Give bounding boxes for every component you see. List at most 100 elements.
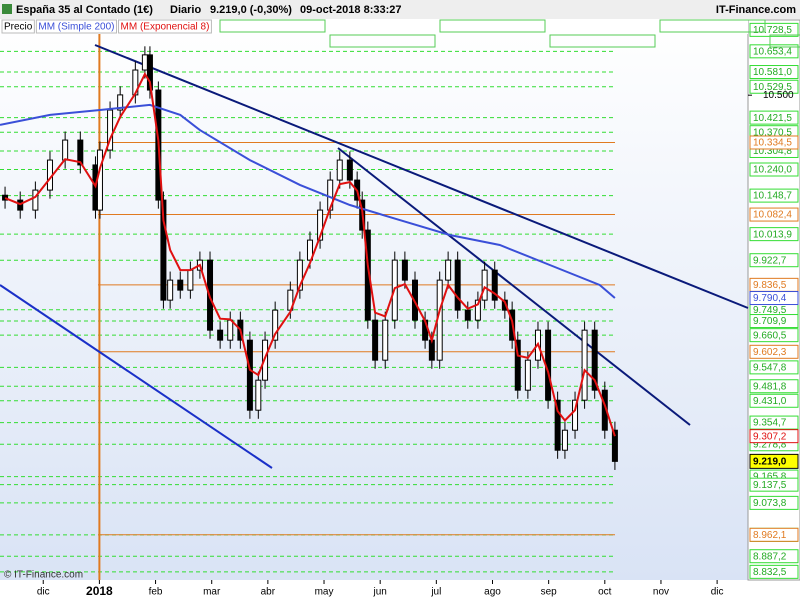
price-label-box	[749, 564, 799, 579]
candle-body	[146, 54, 153, 91]
price-label: 10.529,5	[753, 82, 792, 93]
price-label: 10.082,4	[753, 210, 792, 221]
candle-body	[611, 429, 618, 462]
legend-entry: Precio	[4, 22, 33, 33]
price-label: 8.832,5	[753, 567, 787, 578]
price-label-box	[749, 110, 799, 125]
price-label: 9.547,8	[753, 363, 787, 374]
x-tick-label: jul	[430, 587, 441, 598]
price-label-box	[749, 415, 799, 430]
candle-body	[491, 269, 498, 301]
candle-body	[217, 329, 224, 341]
candle-body	[167, 279, 174, 301]
candle-body	[524, 359, 531, 391]
x-tick-label: 2018	[86, 584, 113, 598]
candle-body	[346, 159, 353, 181]
price-label: 10.500	[763, 90, 794, 101]
price-label: 10.013,9	[753, 229, 792, 240]
trend-line	[0, 284, 273, 469]
candle-body	[32, 189, 39, 211]
last-price-label: 9.219,0	[753, 457, 787, 468]
price-label-box	[749, 227, 799, 242]
candle-body	[296, 259, 303, 291]
x-tick-label: dic	[711, 587, 724, 598]
price-label: 10.304,8	[753, 146, 792, 157]
price-label: 10.421,5	[753, 113, 792, 124]
legend-box	[1, 19, 35, 34]
price-label: 9.749,5	[753, 305, 787, 316]
price-label-box	[749, 22, 799, 37]
candle-body	[382, 319, 389, 361]
x-tick-label: nov	[653, 587, 669, 598]
indicator-box	[769, 34, 800, 48]
marks	[0, 46, 618, 470]
x-tick-label: mar	[203, 587, 221, 598]
legend: Precio MM (Simple 200) MM (Exponencial 8)	[0, 19, 800, 48]
price-label: 8.962,1	[753, 530, 787, 541]
candle-body	[445, 259, 452, 281]
trend-line	[337, 147, 691, 426]
price-label-box	[749, 495, 799, 510]
price-label: 9.602,3	[753, 347, 787, 358]
price-label-box	[749, 253, 799, 268]
indicator-box	[659, 19, 766, 33]
candle-body	[272, 309, 279, 341]
indicator-box	[329, 34, 436, 48]
x-tick-label: oct	[598, 587, 612, 598]
candle-body	[401, 259, 408, 281]
candle-body	[117, 94, 124, 111]
x-tick-label: sep	[541, 587, 558, 598]
candle-body	[591, 329, 598, 391]
period: Diario	[170, 4, 201, 16]
watermark: © IT-Finance.com	[4, 570, 83, 581]
ma-label-box	[749, 291, 799, 306]
price-label-box	[749, 188, 799, 203]
source: IT-Finance.com	[716, 4, 796, 16]
price-label: 9.073,8	[753, 498, 787, 509]
ma-label-box	[749, 429, 799, 444]
price-label: 10.653,4	[753, 46, 792, 57]
candle-body	[227, 319, 234, 341]
price-label: 10.581,0	[753, 67, 792, 78]
candle-body	[160, 199, 167, 301]
candle-body	[2, 194, 9, 201]
last-change: 9.219,0 (-0,30%)	[210, 4, 292, 16]
candle-body	[572, 399, 579, 431]
price-label-box	[749, 207, 799, 222]
x-tick-label: abr	[261, 587, 276, 598]
candle-body	[581, 329, 588, 401]
candle-body	[187, 269, 194, 291]
x-tick-label: dic	[37, 587, 50, 598]
price-label: 10.148,7	[753, 191, 792, 202]
candle-body	[177, 279, 184, 291]
price-label: 9.165,8	[753, 472, 787, 483]
price-label: 9.709,9	[753, 316, 787, 327]
indicator-box	[549, 34, 656, 48]
candle-body	[464, 309, 471, 321]
candle-body	[141, 54, 148, 71]
legend-bar	[0, 19, 748, 34]
candle-body	[454, 259, 461, 311]
icon	[2, 4, 12, 14]
candle-body	[501, 299, 508, 311]
candle-body	[481, 269, 488, 301]
price-label: 9.431,0	[753, 396, 787, 407]
price-label-box	[749, 314, 799, 329]
price-label-box	[749, 135, 799, 150]
ma-line	[4, 71, 616, 437]
candle-body	[255, 379, 262, 411]
candle-body	[372, 319, 379, 361]
price-label-box	[749, 549, 799, 564]
price-label-box	[749, 379, 799, 394]
x-tick-label: feb	[149, 587, 163, 598]
candle-body	[514, 339, 521, 391]
price-label: 9.660,5	[753, 330, 787, 341]
price-label-box	[749, 393, 799, 408]
candle-body	[246, 339, 253, 411]
price-label: 10.370,5	[753, 127, 792, 138]
x-tick-label: may	[315, 587, 334, 598]
candle-body	[561, 429, 568, 451]
price-label-box	[749, 79, 799, 94]
price-label-box	[749, 477, 799, 492]
